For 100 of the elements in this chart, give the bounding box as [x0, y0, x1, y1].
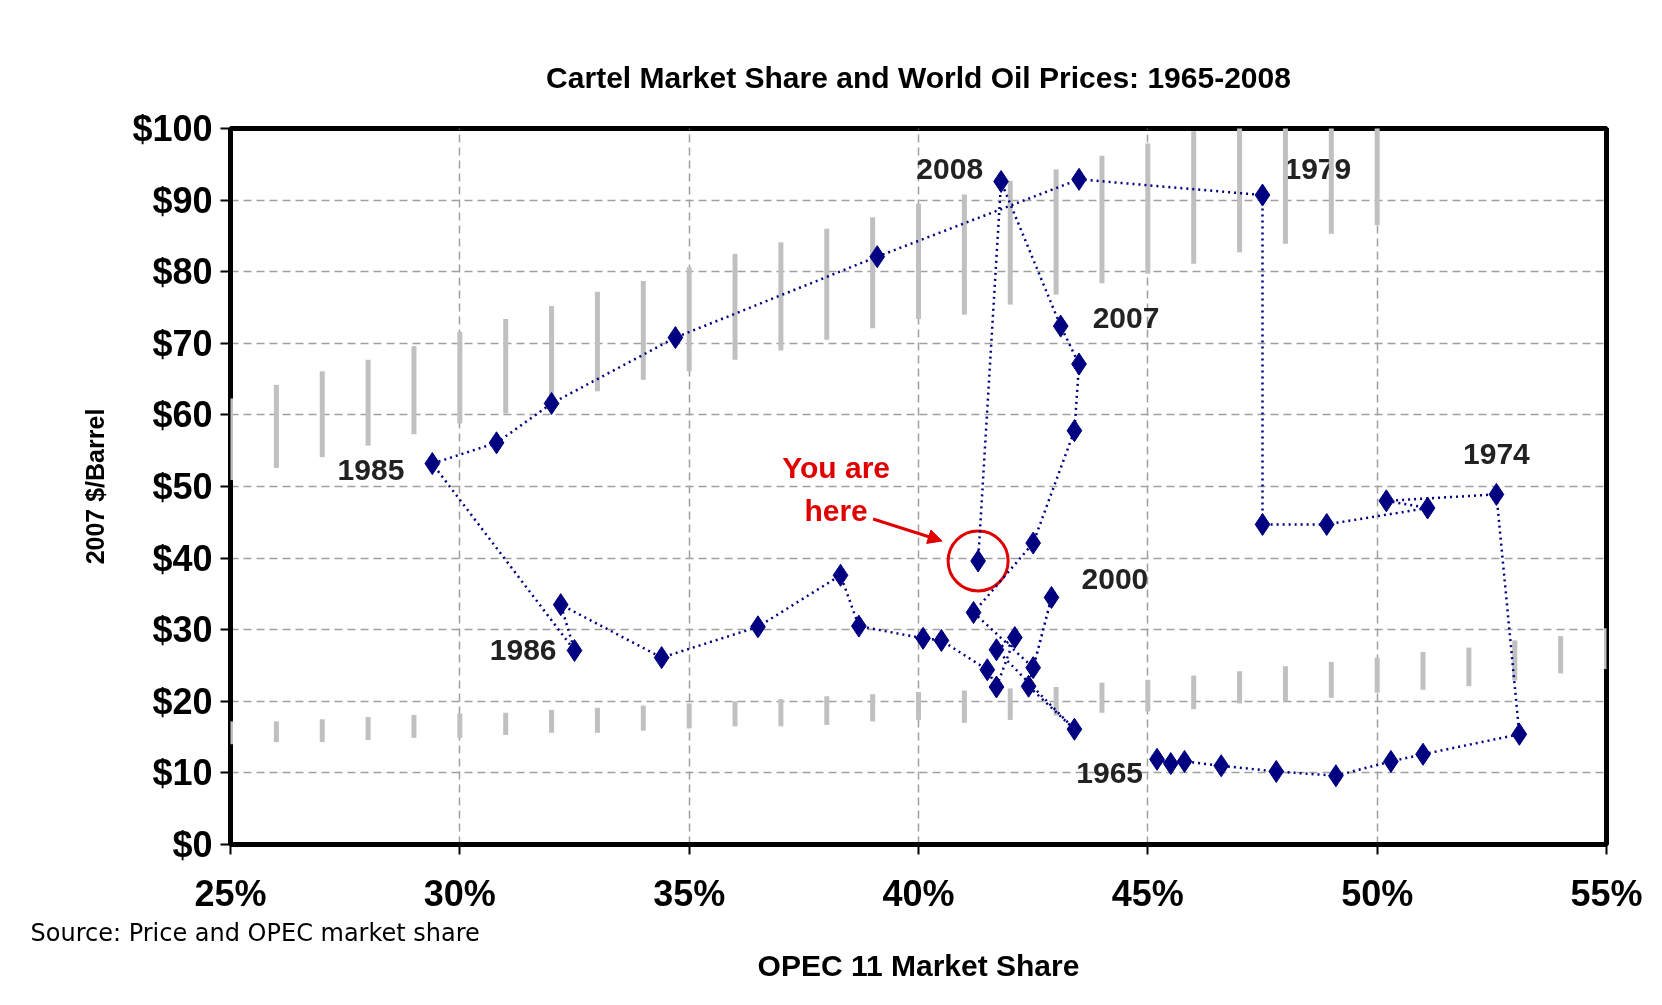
- bar: [457, 331, 463, 424]
- bar: [594, 291, 600, 392]
- bar: [365, 359, 371, 446]
- point: [988, 638, 1005, 662]
- point: [979, 658, 996, 682]
- point: [1318, 512, 1335, 536]
- point: [1162, 752, 1179, 776]
- bar: [1466, 647, 1472, 687]
- bar: [916, 691, 921, 720]
- point: [1052, 314, 1069, 338]
- x-tick-label: 50%: [1341, 872, 1414, 914]
- bar: [1282, 666, 1288, 702]
- bar: [457, 713, 463, 738]
- bar: [273, 384, 279, 468]
- annotation: 1979: [1284, 152, 1352, 186]
- bar: [686, 267, 692, 372]
- bar: [778, 699, 784, 727]
- point: [667, 326, 684, 350]
- point: [424, 452, 441, 476]
- bar: [961, 194, 967, 315]
- bar: [1558, 636, 1564, 674]
- point: [1043, 585, 1060, 609]
- point: [488, 431, 505, 455]
- bar: [1282, 128, 1288, 244]
- point: [1254, 512, 1271, 536]
- y-tick-label: $90: [152, 179, 213, 221]
- bar: [1237, 671, 1243, 704]
- bar: [1007, 688, 1013, 720]
- y-tick-label: $10: [152, 752, 213, 794]
- bar: [503, 318, 509, 414]
- bar: [411, 714, 417, 738]
- bar: [778, 242, 784, 351]
- x-tick-label: 35%: [653, 872, 726, 914]
- bar: [1191, 131, 1197, 264]
- bar: [1374, 128, 1380, 226]
- point: [1378, 489, 1395, 513]
- bar: [1328, 661, 1334, 698]
- point: [543, 391, 560, 415]
- y-axis-title: 2007 $/Barrel: [81, 408, 110, 565]
- bar: [365, 717, 371, 740]
- point: [1511, 722, 1528, 746]
- bar: [686, 703, 692, 729]
- x-tick-label: 30%: [423, 872, 496, 914]
- point: [653, 646, 670, 670]
- point: [1066, 419, 1083, 443]
- bar: [961, 690, 967, 723]
- bar: [1237, 128, 1243, 253]
- bar: [273, 721, 279, 743]
- point: [1254, 183, 1271, 207]
- y-tick-label: $100: [132, 108, 213, 149]
- bar: [1007, 180, 1013, 305]
- point: [869, 245, 886, 269]
- x-tick-label: 25%: [194, 872, 267, 914]
- y-tick-label: $30: [152, 609, 213, 651]
- bar: [732, 253, 738, 360]
- point: [1020, 674, 1037, 698]
- bar: [640, 705, 646, 731]
- point: [1419, 496, 1436, 520]
- point: [965, 601, 982, 625]
- bar: [1099, 682, 1105, 713]
- annotation: 1965: [1076, 756, 1144, 790]
- point: [933, 628, 950, 652]
- bar: [824, 696, 830, 725]
- bar: [1374, 657, 1380, 693]
- point: [1066, 717, 1083, 741]
- point: [1213, 754, 1230, 778]
- point: [988, 675, 1005, 699]
- annotation: 2000: [1081, 562, 1149, 596]
- chart-title: Cartel Market Share and World Oil Prices: 1965-2008: [546, 60, 1291, 94]
- x-axis-title: OPEC 11 Market Share: [757, 948, 1080, 982]
- x-tick-label: 40%: [882, 872, 955, 914]
- bar: [503, 712, 509, 735]
- bar: [916, 203, 921, 319]
- bar: [732, 701, 738, 727]
- annotation: 2007: [1092, 301, 1160, 335]
- bar: [1099, 155, 1105, 284]
- point: [1488, 482, 1505, 506]
- bar: [870, 694, 876, 722]
- bar: [640, 281, 646, 380]
- annotation: You are here: [782, 451, 891, 527]
- y-tick-label: $70: [152, 322, 213, 364]
- bar: [1053, 169, 1059, 295]
- point: [566, 638, 583, 662]
- bar: [319, 371, 325, 458]
- bar: [1145, 143, 1151, 274]
- bar: [1512, 640, 1518, 681]
- bar: [1053, 686, 1059, 716]
- annotation: 1986: [489, 633, 557, 667]
- point: [1268, 759, 1285, 783]
- y-tick-label: $80: [152, 251, 213, 293]
- bar: [411, 346, 417, 435]
- y-tick-label: $50: [152, 466, 213, 507]
- annotation: 1974: [1463, 437, 1531, 471]
- point: [552, 593, 569, 617]
- bar: [1420, 651, 1426, 690]
- annotation: 2008: [916, 152, 984, 186]
- bar: [870, 217, 876, 329]
- point: [1006, 626, 1023, 650]
- bar: [594, 707, 600, 733]
- y-tick-label: $40: [152, 537, 213, 579]
